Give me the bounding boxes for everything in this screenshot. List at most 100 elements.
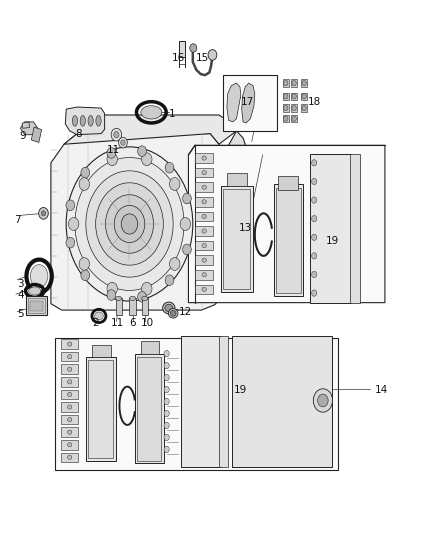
Bar: [291, 93, 297, 100]
Bar: [195, 241, 213, 251]
Text: 13: 13: [239, 223, 252, 233]
Circle shape: [141, 282, 152, 295]
Circle shape: [39, 207, 48, 219]
Ellipse shape: [141, 106, 162, 119]
Ellipse shape: [202, 200, 206, 204]
Bar: [301, 93, 307, 100]
Ellipse shape: [66, 147, 193, 301]
Text: 12: 12: [179, 306, 192, 317]
Bar: [55, 338, 338, 470]
Circle shape: [302, 94, 306, 99]
Bar: [223, 189, 251, 289]
Polygon shape: [227, 83, 241, 122]
Bar: [179, 41, 185, 56]
Bar: [135, 354, 163, 463]
Circle shape: [311, 178, 317, 184]
Bar: [61, 415, 78, 424]
Text: 19: 19: [233, 385, 247, 395]
Bar: [221, 185, 253, 292]
Text: 3: 3: [17, 279, 24, 288]
Text: 5: 5: [17, 309, 24, 319]
Text: 8: 8: [75, 128, 82, 139]
Circle shape: [119, 138, 127, 148]
Bar: [116, 298, 122, 316]
Ellipse shape: [96, 116, 101, 126]
Text: 1: 1: [169, 109, 175, 119]
Ellipse shape: [168, 309, 178, 318]
Circle shape: [284, 106, 288, 111]
Text: 11: 11: [107, 144, 120, 155]
Bar: [61, 352, 78, 361]
Bar: [30, 301, 43, 311]
Text: 4: 4: [17, 290, 24, 300]
Circle shape: [190, 44, 197, 52]
Ellipse shape: [170, 310, 176, 316]
Circle shape: [79, 177, 89, 190]
Ellipse shape: [114, 205, 145, 243]
Circle shape: [284, 116, 288, 122]
Ellipse shape: [67, 392, 72, 397]
Ellipse shape: [67, 455, 72, 459]
Ellipse shape: [202, 156, 206, 160]
Polygon shape: [223, 131, 245, 303]
Bar: [61, 427, 78, 437]
Bar: [291, 79, 297, 87]
Bar: [279, 176, 298, 190]
Circle shape: [107, 148, 116, 158]
Circle shape: [164, 362, 169, 369]
Circle shape: [292, 80, 296, 86]
Ellipse shape: [202, 214, 206, 219]
Circle shape: [311, 160, 317, 166]
Polygon shape: [20, 122, 38, 135]
Circle shape: [292, 94, 296, 99]
Circle shape: [81, 167, 90, 178]
Ellipse shape: [67, 405, 72, 409]
Bar: [26, 296, 47, 316]
Bar: [223, 75, 277, 131]
Bar: [138, 358, 161, 461]
Bar: [195, 226, 213, 236]
Bar: [219, 336, 228, 467]
Bar: [61, 440, 78, 449]
Bar: [88, 360, 113, 458]
Ellipse shape: [67, 342, 72, 346]
Circle shape: [111, 128, 122, 141]
Text: 15: 15: [196, 53, 209, 62]
Circle shape: [66, 237, 75, 248]
Bar: [195, 270, 213, 279]
Text: 19: 19: [326, 236, 339, 246]
Ellipse shape: [67, 430, 72, 434]
Circle shape: [79, 257, 89, 270]
Ellipse shape: [202, 185, 206, 189]
Circle shape: [164, 351, 169, 357]
Circle shape: [311, 197, 317, 203]
Circle shape: [311, 215, 317, 222]
Bar: [274, 184, 303, 296]
Bar: [283, 104, 289, 112]
Ellipse shape: [202, 273, 206, 277]
Circle shape: [164, 422, 169, 429]
Circle shape: [284, 80, 288, 86]
Bar: [291, 104, 297, 112]
Ellipse shape: [202, 171, 206, 175]
Circle shape: [164, 446, 169, 453]
Ellipse shape: [86, 171, 173, 277]
Ellipse shape: [95, 183, 163, 265]
Bar: [86, 357, 116, 461]
Ellipse shape: [121, 214, 138, 234]
Ellipse shape: [202, 287, 206, 292]
Circle shape: [114, 132, 119, 138]
Bar: [301, 79, 307, 87]
Circle shape: [141, 153, 152, 166]
Circle shape: [311, 271, 317, 278]
Bar: [180, 336, 221, 467]
Circle shape: [180, 217, 191, 230]
Circle shape: [208, 50, 217, 60]
Bar: [61, 377, 78, 386]
Ellipse shape: [67, 442, 72, 447]
Circle shape: [311, 234, 317, 240]
Text: 7: 7: [14, 215, 21, 225]
Text: 10: 10: [141, 318, 154, 328]
Ellipse shape: [142, 296, 148, 301]
Circle shape: [170, 177, 180, 190]
